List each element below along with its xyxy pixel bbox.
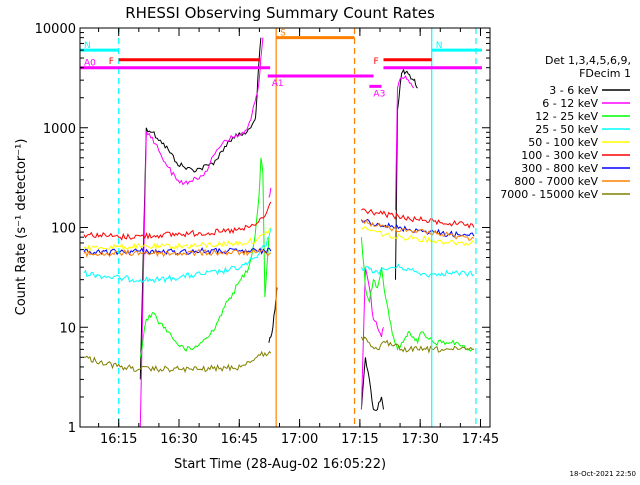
y-tick-label: 100 [51,222,76,237]
flag-label-5: S [280,29,286,39]
legend-label-2: 6 - 12 keV [542,97,598,110]
flag-label-3: F [109,57,114,67]
flag-label-4: F [373,57,378,67]
footer-timestamp: 18-Oct-2021 22:50 [570,470,636,478]
legend-label-8: 800 - 7000 keV [514,175,598,188]
series-line-5 [83,226,475,253]
series-line-4 [83,227,475,284]
flag-label-6: A0 [84,59,96,69]
legend-label-9: 7000 - 15000 keV [500,188,598,201]
flag-label-2: N [436,41,443,51]
chart-title: RHESSI Observing Summary Count Rates [125,4,435,22]
legend-title-line-1: Det 1,3,4,5,6,9, [545,54,631,67]
y-tick-label: 10000 [35,22,76,37]
series-line-1 [139,37,418,412]
x-tick-label: 16:15 [100,432,137,447]
flag-label-8: A3 [373,89,385,99]
y-tick-label: 10 [59,321,76,336]
y-tick-label: 1 [68,421,76,436]
legend-label-6: 100 - 300 keV [521,149,598,162]
x-tick-label: 16:45 [221,432,258,447]
series-line-2 [139,37,415,428]
legend-label-5: 50 - 100 keV [528,136,598,149]
x-tick-label: 17:15 [341,432,378,447]
series-line-8 [83,219,475,259]
flag-label-1: N [84,41,91,51]
legend-label-7: 300 - 800 keV [521,162,598,175]
x-tick-label: 17:30 [401,432,438,447]
flag-label-7: A1 [272,79,284,89]
legend-label-3: 12 - 25 keV [535,110,598,123]
x-tick-label: 16:30 [160,432,197,447]
legend-title-line-2: FDecim 1 [579,67,631,80]
plot-layer: N N F F S A0 A1 A3 1 10 100 1000 10000 16:15 16:30 16:4… [35,22,500,447]
legend-label-4: 25 - 50 keV [535,123,598,136]
series-line-3 [139,157,475,358]
x-tick-label: 17:45 [462,432,499,447]
x-axis-label: Start Time (28-Aug-02 16:05:22) [174,457,386,472]
series-line-6 [83,201,475,241]
y-tick-label: 1000 [43,122,76,137]
x-tick-label: 17:00 [281,432,318,447]
y-axis-label: Count Rate (s⁻¹ detector⁻¹) [14,139,29,316]
series-line-9 [84,336,474,374]
legend-label-1: 3 - 6 keV [549,84,598,97]
